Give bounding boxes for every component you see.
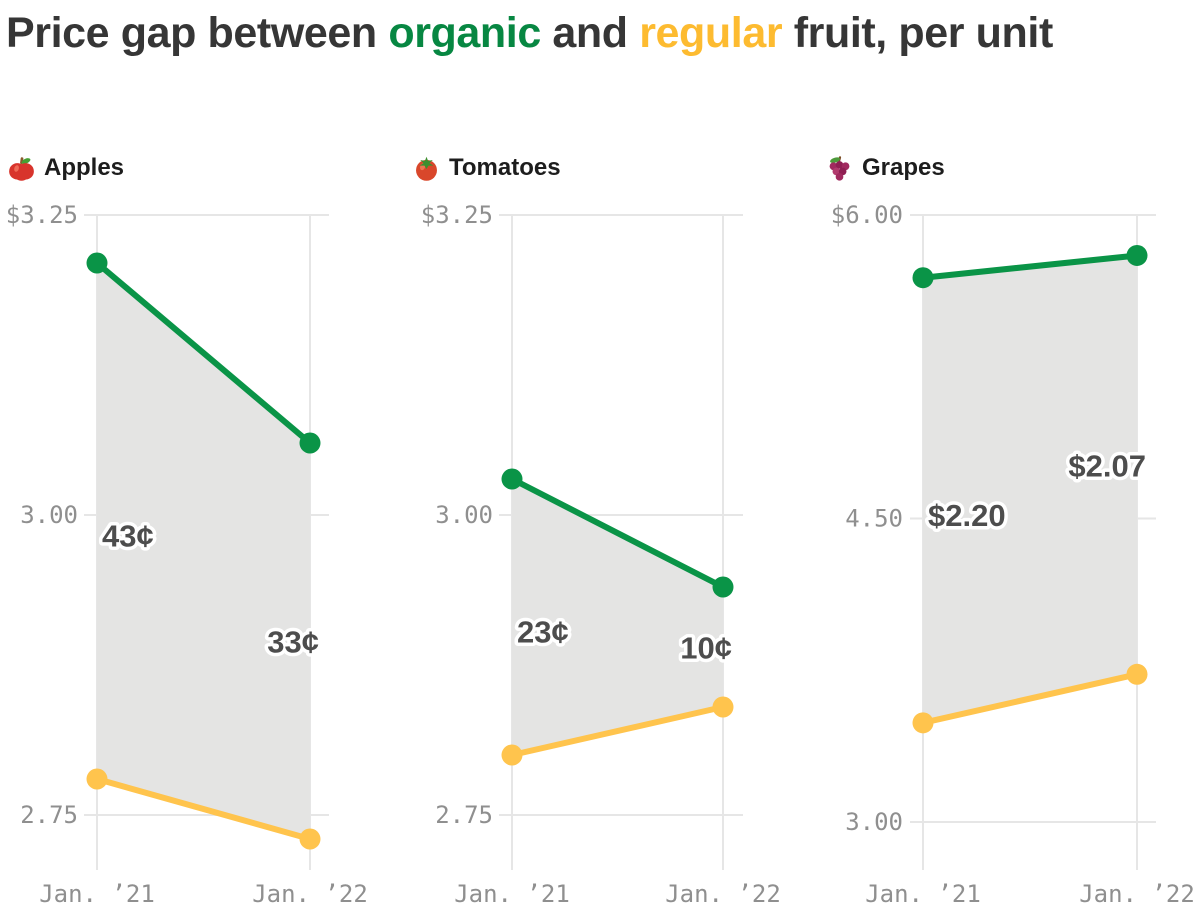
regular-point-start xyxy=(912,712,934,734)
y-axis-tick-label: $6.00 xyxy=(831,201,903,229)
chart-title: Price gap between organic and regular fr… xyxy=(6,0,1134,66)
organic-highlight-word: organic xyxy=(388,9,541,57)
x-axis-tick-label: Jan. ’22 xyxy=(252,880,368,908)
regular-point-start xyxy=(501,744,523,766)
y-axis-tick-label: 4.50 xyxy=(845,505,903,533)
grapes-icon xyxy=(826,155,853,182)
x-axis-tick-label: Jan. ’21 xyxy=(865,880,981,908)
organic-point-end xyxy=(1126,244,1148,266)
x-axis-tick-label: Jan. ’22 xyxy=(665,880,781,908)
y-axis-tick-label: 3.00 xyxy=(435,501,493,529)
y-axis-tick-label: 2.75 xyxy=(20,801,78,829)
organic-point-start xyxy=(501,468,523,490)
y-axis-tick-label: 2.75 xyxy=(435,801,493,829)
panel-title: Apples xyxy=(44,154,125,181)
organic-line xyxy=(509,476,726,590)
organic-point-end xyxy=(712,576,734,598)
gap-label-start: 23¢ xyxy=(517,615,569,650)
panel-title: Grapes xyxy=(862,154,945,181)
regular-point-end xyxy=(1126,663,1148,685)
y-axis-tick-label: 3.00 xyxy=(20,501,78,529)
regular-line xyxy=(920,671,1140,726)
gap-band xyxy=(512,479,723,755)
regular-point-end xyxy=(712,696,734,718)
y-axis-tick-label: 3.00 xyxy=(845,808,903,836)
y-axis-tick-label: $3.25 xyxy=(421,201,493,229)
gap-band xyxy=(923,255,1137,723)
organic-point-start xyxy=(86,252,108,274)
panel-header-tomatoes: Tomatoes xyxy=(413,154,561,182)
apple-icon xyxy=(8,155,35,182)
organic-point-end xyxy=(299,432,321,454)
gap-label-end: $2.07 xyxy=(1068,448,1146,483)
regular-point-end xyxy=(299,828,321,850)
panel-title: Tomatoes xyxy=(449,154,561,181)
regular-line xyxy=(509,704,726,758)
panel-header-apples: Apples xyxy=(8,154,124,182)
gap-label-start: 43¢ xyxy=(102,519,154,554)
regular-highlight-word: regular xyxy=(639,9,783,57)
title-suffix: fruit, per unit xyxy=(782,9,1054,57)
organic-line xyxy=(920,252,1140,281)
gap-label-end: 33¢ xyxy=(267,625,319,660)
x-axis-tick-label: Jan. ’21 xyxy=(39,880,155,908)
regular-point-start xyxy=(86,768,108,790)
y-axis-tick-label: $3.25 xyxy=(6,201,78,229)
title-and: and xyxy=(540,9,640,57)
gap-band xyxy=(97,263,310,839)
x-axis-tick-label: Jan. ’21 xyxy=(454,880,570,908)
organic-line xyxy=(94,260,313,446)
x-axis-tick-label: Jan. ’22 xyxy=(1079,880,1195,908)
gap-label-end: 10¢ xyxy=(680,631,732,666)
organic-point-start xyxy=(912,267,934,289)
panel-header-grapes: Grapes xyxy=(826,154,945,182)
gap-label-start: $2.20 xyxy=(928,498,1006,533)
regular-line xyxy=(94,776,313,842)
title-prefix: Price gap between xyxy=(6,9,389,57)
tomato-icon xyxy=(413,155,440,182)
